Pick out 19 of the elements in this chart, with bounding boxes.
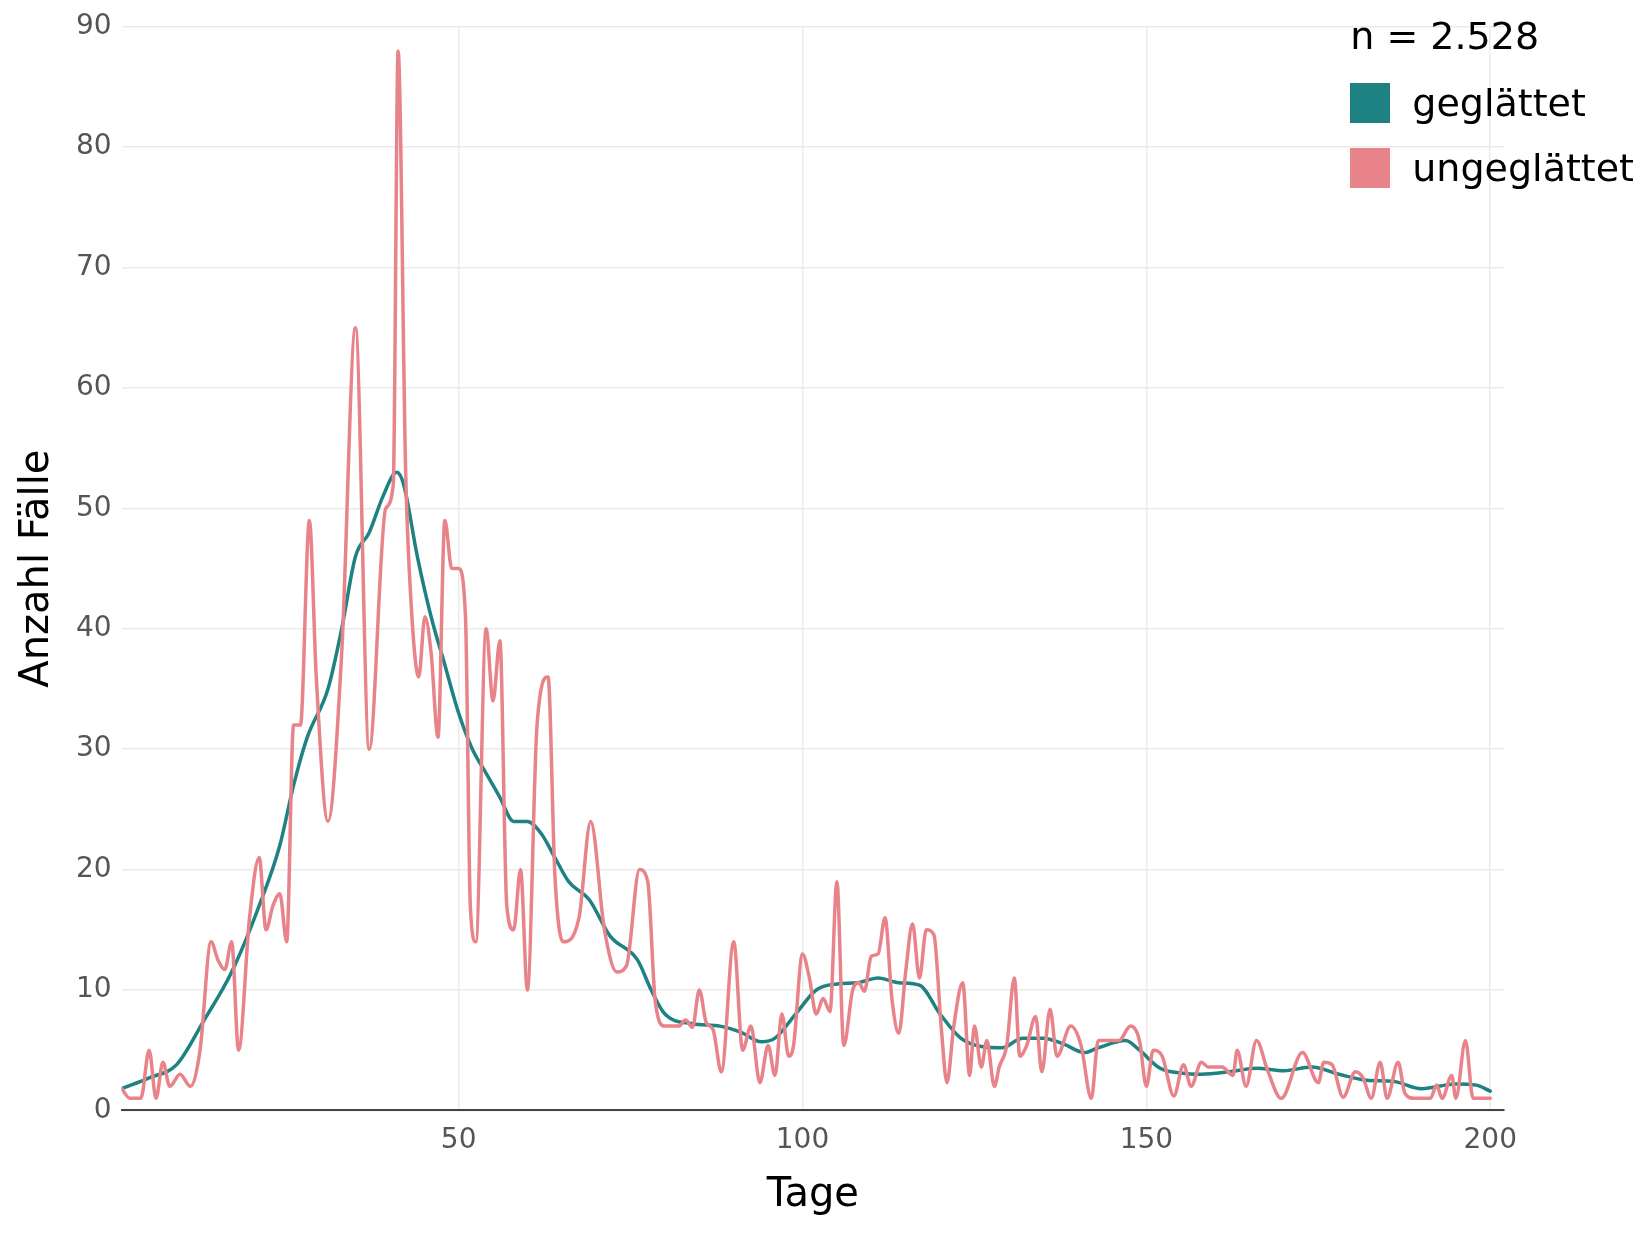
legend-label: geglättet (1412, 80, 1586, 125)
y-tick-label: 60 (75, 369, 112, 403)
y-tick-label: 20 (75, 850, 112, 884)
y-tick-label: 90 (75, 8, 112, 42)
y-axis-title: Anzahl Fälle (11, 449, 58, 688)
x-axis-title: Tage (765, 1169, 859, 1216)
y-tick-label: 70 (75, 248, 112, 282)
legend-label: ungeglättet (1412, 145, 1634, 190)
y-tick-label: 30 (75, 730, 112, 764)
y-tick-label: 10 (75, 971, 112, 1005)
legend-title: n = 2.528 (1350, 14, 1541, 58)
x-tick-label: 100 (775, 1122, 830, 1156)
x-tick-label: 150 (1119, 1122, 1174, 1156)
x-tick-label: 50 (440, 1122, 477, 1156)
y-tick-label: 0 (93, 1091, 112, 1125)
x-tick-label: 200 (1463, 1122, 1517, 1156)
y-tick-label: 40 (75, 610, 112, 644)
y-tick-label: 50 (75, 489, 112, 523)
y-tick-label: 80 (75, 128, 112, 162)
